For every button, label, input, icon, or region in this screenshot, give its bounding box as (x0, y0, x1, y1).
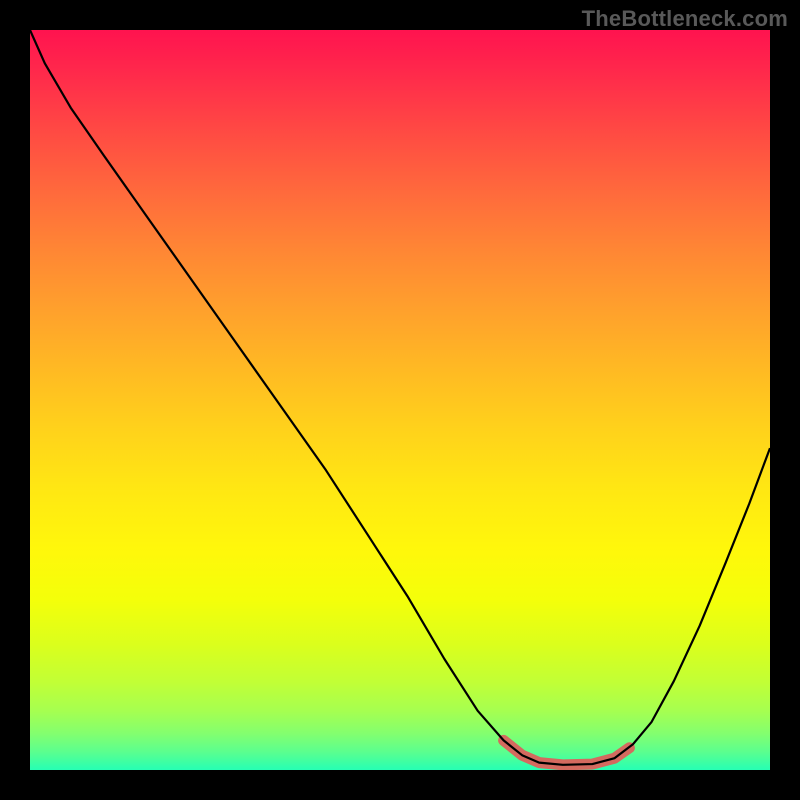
plot-background (30, 30, 770, 770)
watermark-text: TheBottleneck.com (582, 6, 788, 32)
chart-container: TheBottleneck.com (0, 0, 800, 800)
plot-area (30, 30, 770, 770)
